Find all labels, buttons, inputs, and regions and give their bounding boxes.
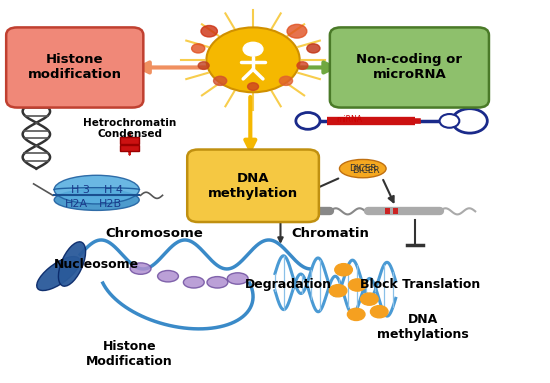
FancyBboxPatch shape bbox=[120, 137, 139, 144]
Circle shape bbox=[243, 42, 263, 56]
Text: H2B: H2B bbox=[99, 199, 122, 209]
Text: DICER: DICER bbox=[351, 166, 379, 175]
FancyBboxPatch shape bbox=[262, 208, 268, 214]
Ellipse shape bbox=[339, 159, 386, 178]
Circle shape bbox=[213, 76, 227, 85]
Text: miRNA: miRNA bbox=[336, 115, 362, 124]
Circle shape bbox=[279, 76, 293, 85]
FancyBboxPatch shape bbox=[6, 28, 144, 108]
Ellipse shape bbox=[183, 277, 204, 288]
Circle shape bbox=[287, 25, 307, 38]
Text: Histone
Modification: Histone Modification bbox=[86, 340, 173, 368]
Text: Nucleosome: Nucleosome bbox=[54, 257, 139, 270]
FancyBboxPatch shape bbox=[281, 208, 287, 214]
Text: Non-coding or
microRNA: Non-coding or microRNA bbox=[356, 54, 463, 82]
Text: Block Translation: Block Translation bbox=[360, 278, 481, 291]
Circle shape bbox=[335, 264, 353, 276]
Circle shape bbox=[439, 114, 459, 128]
FancyBboxPatch shape bbox=[120, 144, 139, 151]
Text: Degradation: Degradation bbox=[245, 278, 332, 291]
Text: DNA
methylation: DNA methylation bbox=[208, 172, 298, 200]
Circle shape bbox=[206, 28, 300, 92]
Circle shape bbox=[371, 306, 388, 318]
Circle shape bbox=[452, 109, 487, 133]
Circle shape bbox=[307, 44, 320, 53]
Text: Chromosome: Chromosome bbox=[106, 227, 203, 240]
Ellipse shape bbox=[130, 263, 151, 274]
Text: DNA
methylations: DNA methylations bbox=[377, 313, 469, 341]
Text: Histone
modification: Histone modification bbox=[28, 54, 122, 82]
Circle shape bbox=[348, 308, 365, 321]
Circle shape bbox=[349, 279, 366, 291]
Circle shape bbox=[248, 83, 258, 90]
Circle shape bbox=[191, 44, 205, 53]
Text: DICER: DICER bbox=[349, 164, 377, 173]
Text: H 4: H 4 bbox=[103, 185, 123, 195]
Ellipse shape bbox=[54, 175, 139, 204]
FancyBboxPatch shape bbox=[330, 28, 489, 108]
Circle shape bbox=[296, 113, 320, 129]
Ellipse shape bbox=[37, 257, 80, 291]
Ellipse shape bbox=[54, 190, 139, 210]
Circle shape bbox=[361, 293, 378, 305]
Text: Hetrochromatin
Condensed: Hetrochromatin Condensed bbox=[83, 118, 176, 139]
FancyBboxPatch shape bbox=[393, 208, 398, 214]
Ellipse shape bbox=[58, 242, 86, 286]
Ellipse shape bbox=[227, 273, 248, 284]
FancyBboxPatch shape bbox=[272, 208, 277, 214]
Text: Chromatin: Chromatin bbox=[291, 227, 369, 240]
Circle shape bbox=[201, 26, 217, 37]
FancyBboxPatch shape bbox=[384, 208, 389, 214]
Text: H 3: H 3 bbox=[71, 185, 90, 195]
Circle shape bbox=[198, 62, 209, 69]
Text: H2A: H2A bbox=[65, 199, 88, 209]
Circle shape bbox=[297, 62, 308, 69]
Ellipse shape bbox=[207, 277, 228, 288]
Ellipse shape bbox=[158, 270, 178, 282]
FancyBboxPatch shape bbox=[187, 149, 319, 222]
Circle shape bbox=[329, 285, 347, 297]
